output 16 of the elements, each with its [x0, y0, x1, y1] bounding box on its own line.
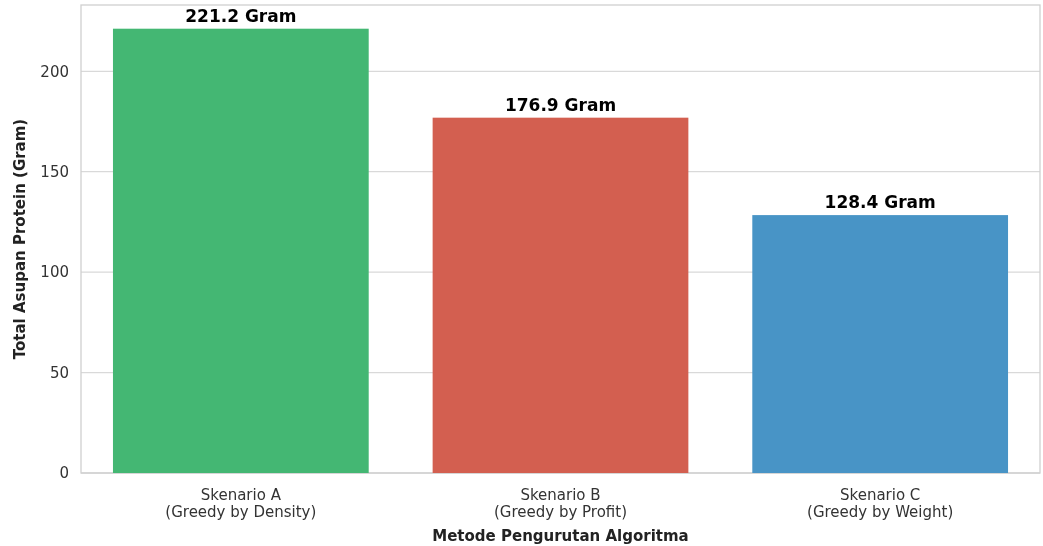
bar: [112, 28, 369, 473]
data-label: 176.9 Gram: [504, 94, 617, 115]
bar: [752, 215, 1009, 473]
y-tick-label: 150: [40, 162, 69, 181]
y-tick-label: 200: [40, 62, 69, 81]
y-axis-title: Total Asupan Protein (Gram): [11, 118, 29, 360]
x-tick-label: Skenario C (Greedy by Weight): [807, 486, 954, 521]
data-label: 221.2 Gram: [185, 5, 297, 26]
x-tick-label: Skenario A (Greedy by Density): [165, 486, 317, 521]
x-tick-label: Skenario B (Greedy by Profit): [493, 486, 628, 521]
y-tick-label: 0: [59, 464, 69, 483]
bar: [432, 117, 689, 473]
y-tick-label: 100: [40, 263, 69, 282]
y-tick-label: 50: [49, 363, 69, 382]
data-label: 128.4 Gram: [824, 192, 936, 213]
x-axis-title: Metode Pengurutan Algoritma: [432, 527, 689, 545]
